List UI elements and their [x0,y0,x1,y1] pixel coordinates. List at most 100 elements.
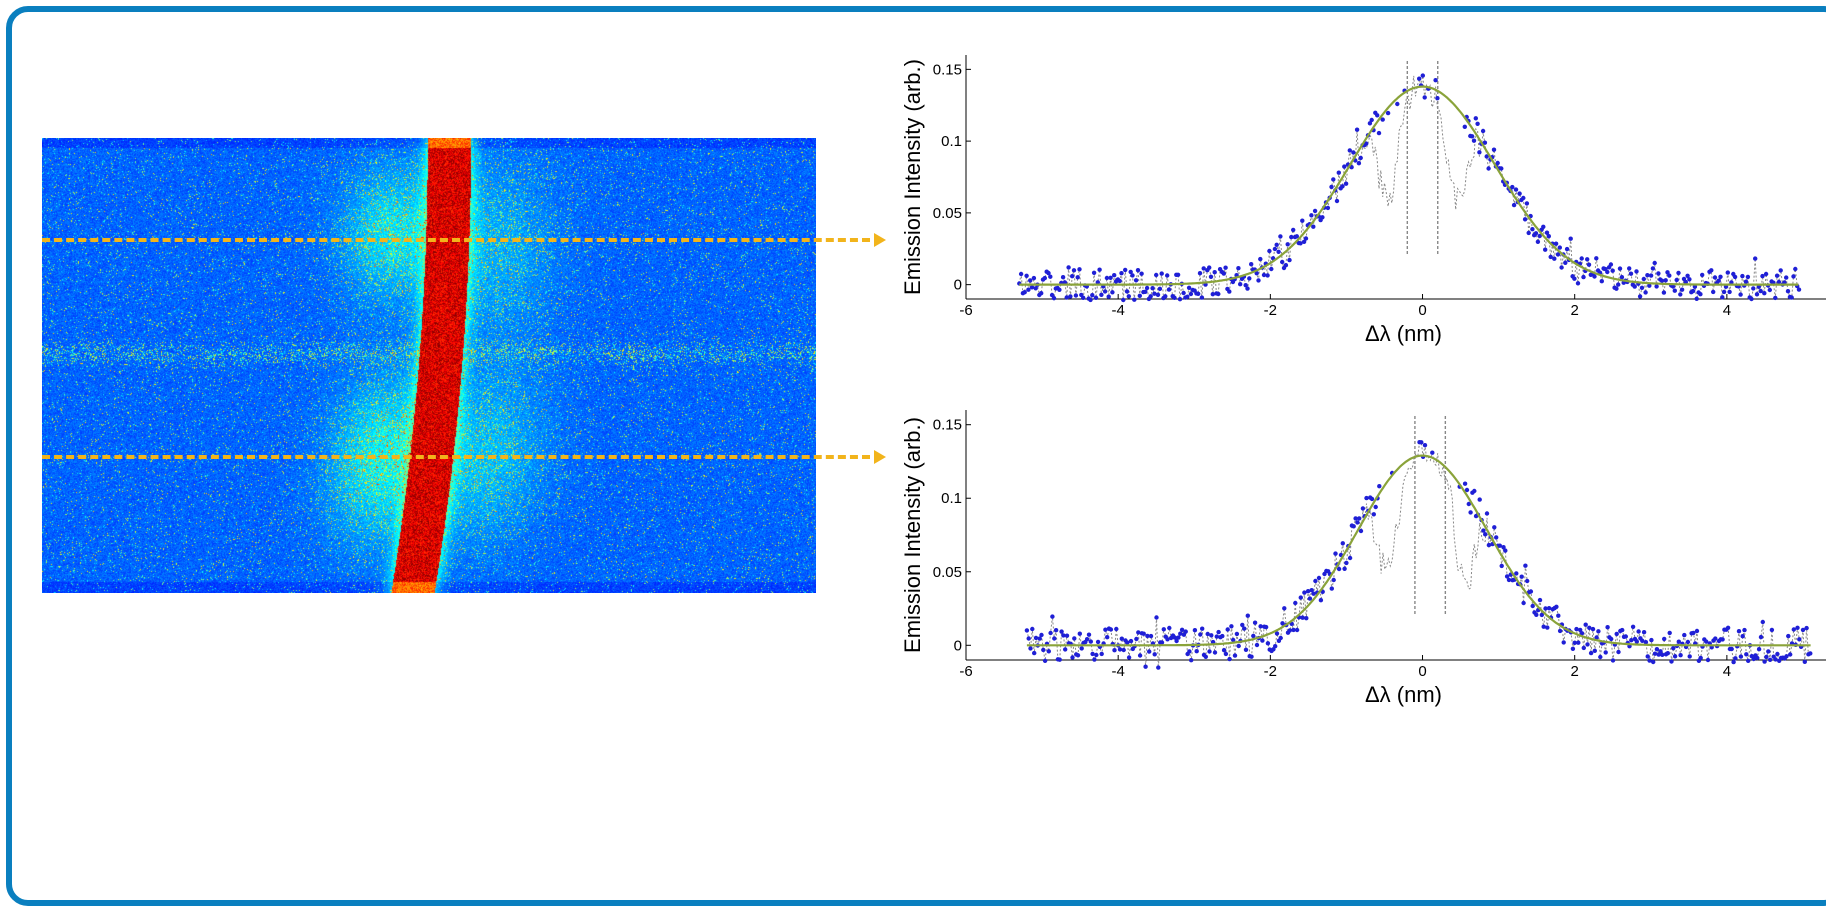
data-point [1482,140,1488,145]
data-point [1690,288,1696,294]
data-point [1796,287,1802,292]
data-point [1791,627,1796,632]
data-point [1245,613,1250,618]
data-point [1676,270,1681,276]
data-point [1039,291,1044,296]
data-point [1568,236,1573,241]
data-point [1166,287,1172,292]
x-tick-label: -6 [959,663,972,680]
data-point [1464,487,1470,493]
data-point [1245,286,1250,291]
data-point [1494,535,1499,540]
data-point [1469,134,1475,139]
data-point [1231,637,1236,643]
data-point [1201,266,1206,271]
data-point [1727,289,1732,295]
data-point [1187,649,1192,654]
data-point [1351,524,1356,529]
data-point [1678,292,1683,297]
data-point [1325,205,1331,211]
data-point [1749,296,1754,302]
data-point [1369,496,1375,502]
data-point [1046,649,1051,654]
data-point [1483,532,1488,537]
data-point [1145,633,1150,639]
data-point [1721,289,1727,295]
data-point [1057,287,1062,292]
data-point [1128,269,1133,275]
data-point [1249,654,1254,659]
data-point [1636,629,1641,634]
data-point [1046,270,1051,276]
data-point [1667,273,1672,278]
data-point [1283,263,1289,268]
data-point [1709,268,1714,273]
data-point [1616,282,1621,287]
data-point [1687,277,1692,282]
data-point [1484,511,1490,516]
data-point [1742,627,1747,633]
data-point [1291,227,1296,233]
data-point [1530,227,1535,232]
data-point [1599,279,1604,284]
data-point [1128,638,1134,644]
data-point [1351,150,1356,155]
x-tick-label: -2 [1264,663,1277,680]
data-point [1208,274,1214,279]
data-point [1766,649,1771,654]
data-point [1572,276,1577,281]
data-point [1099,651,1104,657]
data-point [1586,262,1592,267]
data-point [1773,657,1778,662]
data-point [1628,271,1634,276]
data-point [1543,247,1548,252]
data-point [1165,637,1170,642]
data-point [1232,653,1238,658]
data-point [1608,262,1614,267]
data-point [1590,626,1596,632]
data-point [1616,649,1621,655]
data-point [1347,555,1353,561]
data-point [1336,170,1341,175]
data-point [1663,278,1668,283]
data-point [1093,295,1099,300]
arrow-head-bottom [874,450,886,464]
data-point [1694,628,1700,634]
data-point [1095,639,1101,645]
data-point [1561,640,1566,645]
data-point [1480,128,1486,134]
data-point [1304,616,1309,621]
data-point [1430,450,1435,455]
data-point [1670,284,1676,289]
data-point [1117,647,1123,652]
data-point [1367,121,1373,126]
data-point [1063,647,1068,652]
data-point [1329,586,1334,591]
data-point [1061,633,1066,638]
data-point [1144,285,1150,291]
data-point [1546,234,1551,239]
data-point [1207,649,1212,654]
data-point [1685,639,1691,645]
data-point [1112,648,1117,653]
data-point [1581,274,1586,280]
data-point [1073,293,1079,298]
data-point [1539,612,1544,618]
data-point [1632,284,1637,289]
data-point [1764,654,1769,660]
data-point [1159,640,1165,645]
data-point [1603,650,1608,655]
data-point [1106,294,1111,299]
data-point [1072,636,1077,641]
data-point [1534,612,1539,617]
data-point [1417,76,1422,81]
data-point [1511,202,1517,208]
data-point [1530,603,1535,609]
data-point [1154,272,1159,278]
data-point [1240,622,1245,628]
data-point [1092,657,1097,662]
data-point [1075,653,1081,658]
data-point [1298,241,1303,246]
data-point [1102,289,1108,294]
data-point [1175,272,1181,277]
